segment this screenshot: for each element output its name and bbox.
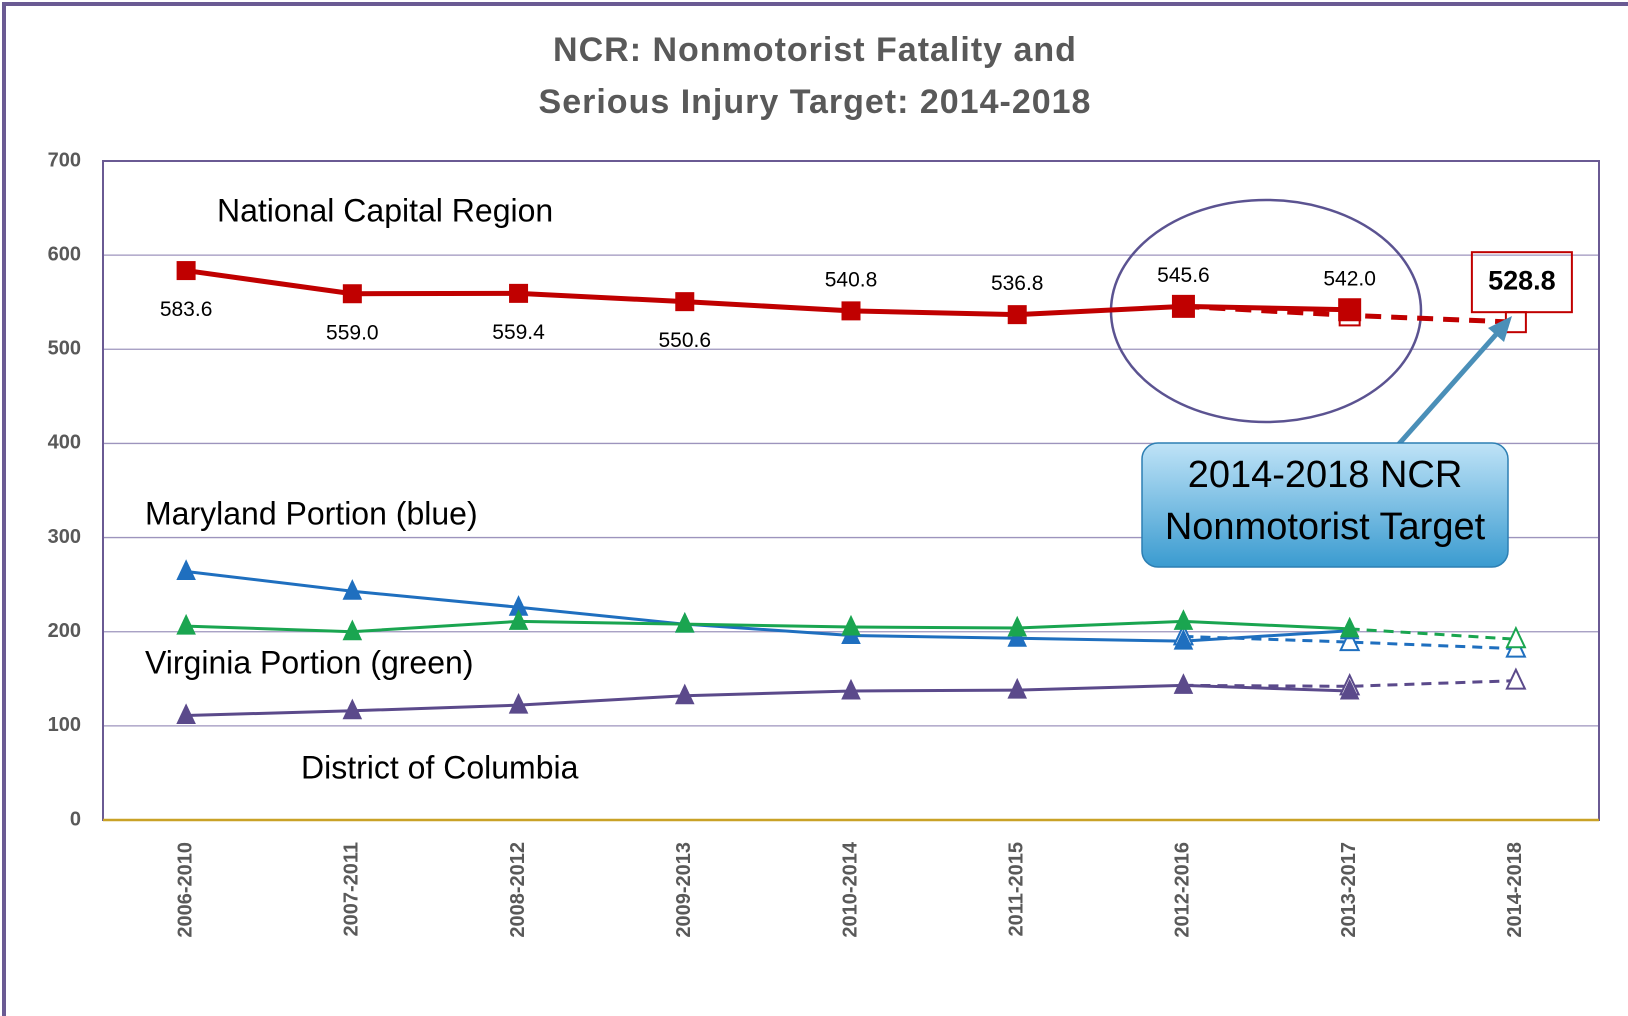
x-tick-label: 2012-2016 xyxy=(1172,842,1194,938)
series-label: Virginia Portion (green) xyxy=(145,644,473,680)
marker xyxy=(1173,609,1194,630)
series-label: National Capital Region xyxy=(217,192,553,228)
marker xyxy=(1339,678,1360,700)
marker xyxy=(1007,305,1027,325)
x-tick-label: 2010-2014 xyxy=(839,841,861,938)
marker xyxy=(1007,615,1028,637)
x-tick-label: 2009-2013 xyxy=(673,842,695,938)
marker xyxy=(841,614,861,636)
series-line xyxy=(185,569,1350,643)
y-tick-label: 200 xyxy=(48,620,81,642)
data-label: 559.4 xyxy=(492,321,545,344)
marker xyxy=(675,292,695,312)
marker xyxy=(1505,625,1527,649)
x-tick-label: 2011-2015 xyxy=(1006,842,1028,937)
marker xyxy=(1173,628,1194,650)
marker xyxy=(342,284,362,304)
x-tick-label: 2014-2018 xyxy=(1504,842,1526,938)
x-tick-label: 2006-2010 xyxy=(174,842,196,938)
data-label: 540.8 xyxy=(825,268,878,291)
series-line xyxy=(186,683,1350,718)
marker xyxy=(509,283,529,303)
marker xyxy=(176,261,196,281)
marker xyxy=(176,559,196,580)
y-tick-label: 300 xyxy=(48,526,81,548)
target-label: 528.8 xyxy=(1488,265,1556,295)
y-tick-label: 600 xyxy=(48,243,81,265)
series-line xyxy=(185,268,1350,318)
callout-arrowhead xyxy=(1488,316,1512,342)
marker xyxy=(342,579,363,600)
chart-title: Serious Injury Target: 2014-2018 xyxy=(539,83,1092,121)
y-tick-label: 100 xyxy=(48,714,81,736)
callout-box xyxy=(1141,442,1509,568)
marker xyxy=(176,613,196,635)
chart-title: NCR: Nonmotorist Fatality and xyxy=(553,31,1077,69)
marker xyxy=(508,692,529,714)
marker xyxy=(1173,673,1194,694)
marker xyxy=(841,301,861,321)
callout-text: 2014-2018 NCR xyxy=(1188,454,1463,496)
marker xyxy=(1339,616,1360,638)
series-label: Maryland Portion (blue) xyxy=(145,495,478,531)
data-label: 545.6 xyxy=(1157,264,1210,287)
y-tick-label: 700 xyxy=(48,149,81,171)
data-label: 542.0 xyxy=(1323,267,1376,290)
marker xyxy=(342,619,363,641)
data-label: 550.6 xyxy=(658,329,711,352)
trend-line xyxy=(1349,627,1516,641)
marker xyxy=(1007,677,1028,699)
marker xyxy=(1338,298,1362,322)
marker xyxy=(1339,628,1361,652)
y-tick-label: 400 xyxy=(48,432,81,454)
data-label: 583.6 xyxy=(160,298,213,321)
y-tick-label: 500 xyxy=(48,338,81,360)
trend-line xyxy=(1183,679,1516,688)
marker xyxy=(1505,667,1527,690)
data-label: 536.8 xyxy=(991,272,1044,295)
callout-text: Nonmotorist Target xyxy=(1165,506,1486,548)
data-label: 559.0 xyxy=(326,321,379,344)
marker xyxy=(342,698,363,720)
callout-arrow xyxy=(1396,328,1502,447)
target-box xyxy=(1470,251,1573,314)
x-tick-label: 2013-2017 xyxy=(1338,842,1360,938)
y-tick-label: 0 xyxy=(70,808,81,830)
marker xyxy=(508,609,529,630)
marker xyxy=(176,703,196,725)
x-tick-label: 2008-2012 xyxy=(507,842,529,938)
marker xyxy=(674,612,695,633)
marker xyxy=(1007,626,1028,647)
series-line xyxy=(186,619,1350,634)
marker xyxy=(841,678,861,700)
x-tick-label: 2007-2011 xyxy=(341,842,363,937)
marker xyxy=(1171,294,1195,318)
marker xyxy=(674,683,695,705)
series-label: District of Columbia xyxy=(301,749,579,785)
